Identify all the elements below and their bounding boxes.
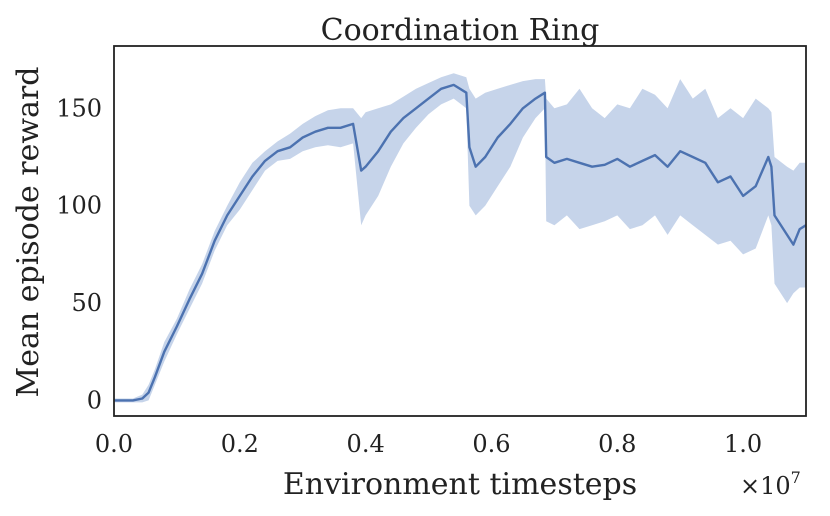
y-tick-label: 150 (56, 94, 102, 122)
chart-title: Coordination Ring (321, 13, 600, 48)
y-tick-label: 50 (71, 289, 102, 317)
y-tick-label: 0 (87, 386, 102, 414)
x-tick-label: 0.4 (347, 430, 385, 458)
plot-area (113, 45, 807, 417)
x-ticks: 0.0 0.2 0.4 0.6 0.8 1.0 (95, 430, 762, 458)
plot-frame (113, 45, 807, 417)
x-tick-label: 0.8 (598, 430, 636, 458)
x-tick-label: 0.0 (95, 430, 133, 458)
y-tick-label: 100 (56, 192, 102, 220)
y-axis-label: Mean episode reward (11, 67, 46, 398)
x-offset-base: ×10 (740, 472, 791, 500)
x-offset-label: ×107 (740, 468, 801, 500)
mean-reward-line (114, 83, 807, 402)
confidence-band (114, 73, 806, 403)
x-tick-label: 0.6 (472, 430, 510, 458)
y-ticks: 0 50 100 150 (56, 94, 102, 414)
x-axis-label: Environment timesteps (283, 467, 637, 502)
x-offset-exponent: 7 (791, 468, 801, 487)
x-tick-label: 1.0 (724, 430, 762, 458)
x-tick-label: 0.2 (221, 430, 259, 458)
